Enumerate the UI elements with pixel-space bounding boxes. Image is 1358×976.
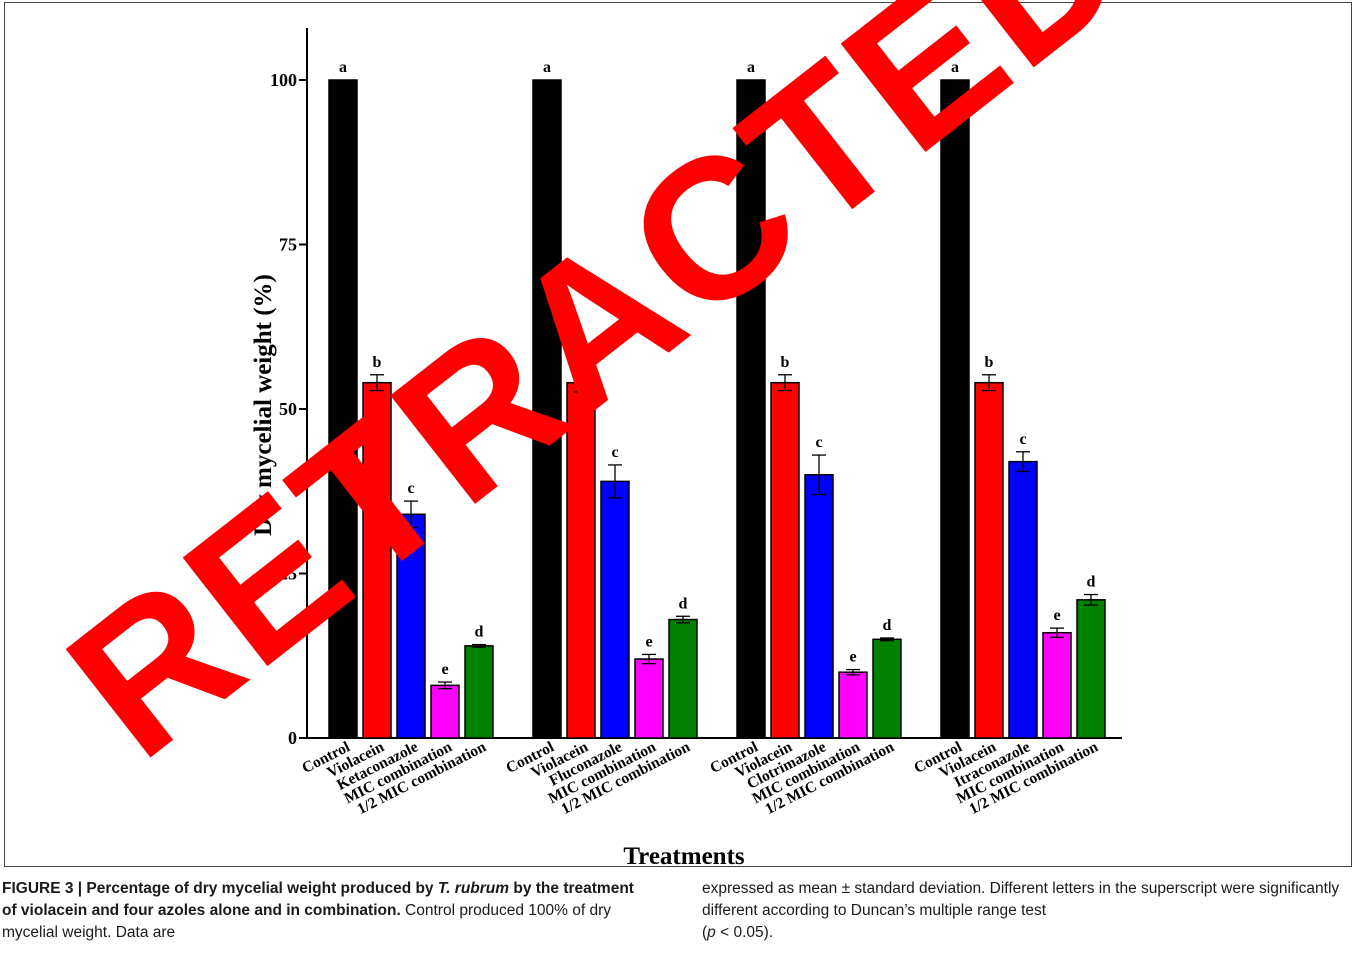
bar <box>940 79 970 739</box>
bar <box>396 513 426 739</box>
bar-chart: 0 25 50 75 100 Dry mycelial weight (%) Treatme… <box>4 0 1352 870</box>
bar <box>838 671 868 739</box>
bar <box>532 79 562 739</box>
figure-caption-right: expressed as mean ± standard deviation. … <box>702 878 1352 944</box>
significance-letter: e <box>1053 607 1060 624</box>
bar <box>634 658 664 739</box>
significance-letter: d <box>475 624 484 641</box>
bar <box>430 684 460 739</box>
y-tick-label: 25 <box>279 564 297 584</box>
significance-letter: b <box>985 354 994 371</box>
y-tick-label: 50 <box>279 399 297 419</box>
significance-letter: b <box>781 354 790 371</box>
y-axis-label: Dry mycelial weight (%) <box>250 274 277 536</box>
significance-letter: b <box>577 352 586 369</box>
figure-caption-left: FIGURE 3 | Percentage of dry mycelial we… <box>2 878 652 944</box>
bar <box>1008 460 1038 739</box>
bar <box>1076 599 1106 739</box>
y-tick-label: 75 <box>279 235 297 255</box>
caption-p-value: < 0.05). <box>715 924 774 941</box>
bar <box>736 79 766 739</box>
significance-letter: c <box>407 480 414 497</box>
significance-letter: a <box>339 59 347 76</box>
significance-letter: c <box>815 434 822 451</box>
bar <box>872 638 902 739</box>
y-tick-label: 0 <box>288 728 297 748</box>
bar <box>974 381 1004 739</box>
caption-body-right: expressed as mean ± standard deviation. … <box>702 880 1340 919</box>
bar <box>804 474 834 739</box>
significance-letter: e <box>645 633 652 650</box>
y-tick-label: 100 <box>270 70 297 90</box>
bar <box>600 480 630 739</box>
significance-letter: a <box>747 59 755 76</box>
figure-border <box>4 2 1352 867</box>
bar <box>328 79 358 739</box>
caption-paren-open: ( <box>702 924 708 941</box>
significance-letter: c <box>611 444 618 461</box>
caption-p-symbol: p <box>707 924 716 941</box>
caption-title: FIGURE 3 | Percentage of dry mycelial we… <box>2 880 438 897</box>
bar <box>464 645 494 739</box>
significance-letter: c <box>1019 431 1026 448</box>
bar <box>770 381 800 739</box>
bar <box>1042 631 1072 739</box>
significance-letter: d <box>883 617 892 634</box>
significance-letter: d <box>679 595 688 612</box>
significance-letter: e <box>849 649 856 666</box>
caption-species: T. rubrum <box>437 880 510 897</box>
significance-letter: b <box>373 354 382 371</box>
significance-letter: d <box>1087 574 1096 591</box>
significance-letter: a <box>543 59 551 76</box>
bar <box>668 618 698 739</box>
x-axis-label: Treatments <box>623 843 745 870</box>
bars <box>328 79 1106 739</box>
bar <box>566 381 596 739</box>
caption-body-left: Control produced 100% of dry mycelial we… <box>2 902 611 941</box>
significance-letter: e <box>441 661 448 678</box>
caption-title-rest: by the treatment of violacein and four a… <box>2 880 634 919</box>
significance-letter: a <box>951 59 959 76</box>
